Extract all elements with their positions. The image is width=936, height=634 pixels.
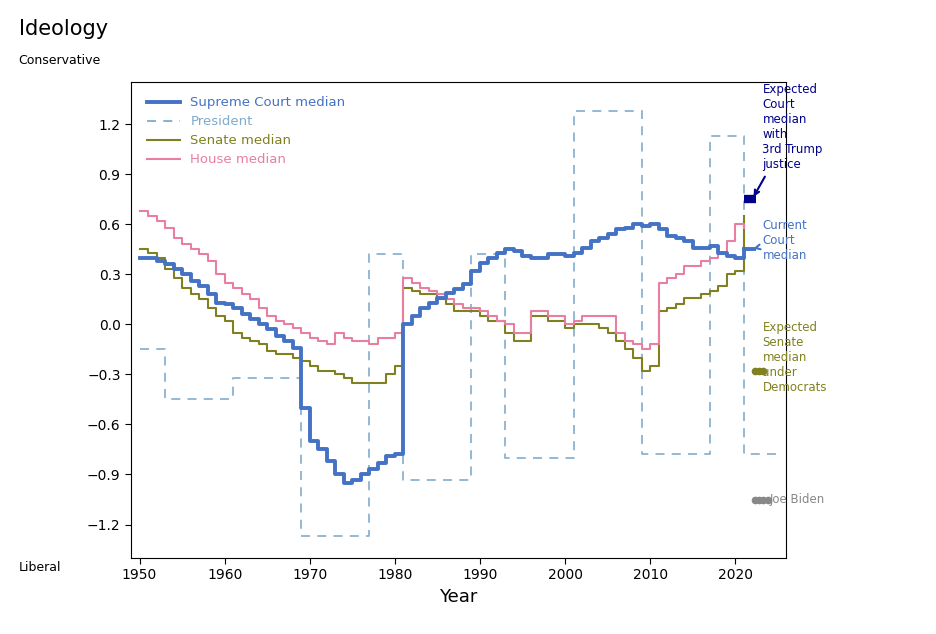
Text: Ideology: Ideology: [19, 19, 108, 39]
Text: Expected
Court
median
with
3rd Trump
justice: Expected Court median with 3rd Trump jus…: [754, 84, 823, 195]
Text: Expected
Senate
median
under
Democrats: Expected Senate median under Democrats: [763, 321, 826, 394]
Legend: Supreme Court median, President, Senate median, House median: Supreme Court median, President, Senate …: [141, 91, 351, 172]
X-axis label: Year: Year: [440, 588, 477, 606]
Text: Current
Court
median: Current Court median: [755, 219, 807, 262]
Text: Joe Biden: Joe Biden: [769, 493, 825, 506]
Text: Liberal: Liberal: [19, 561, 61, 574]
Text: Conservative: Conservative: [19, 53, 101, 67]
